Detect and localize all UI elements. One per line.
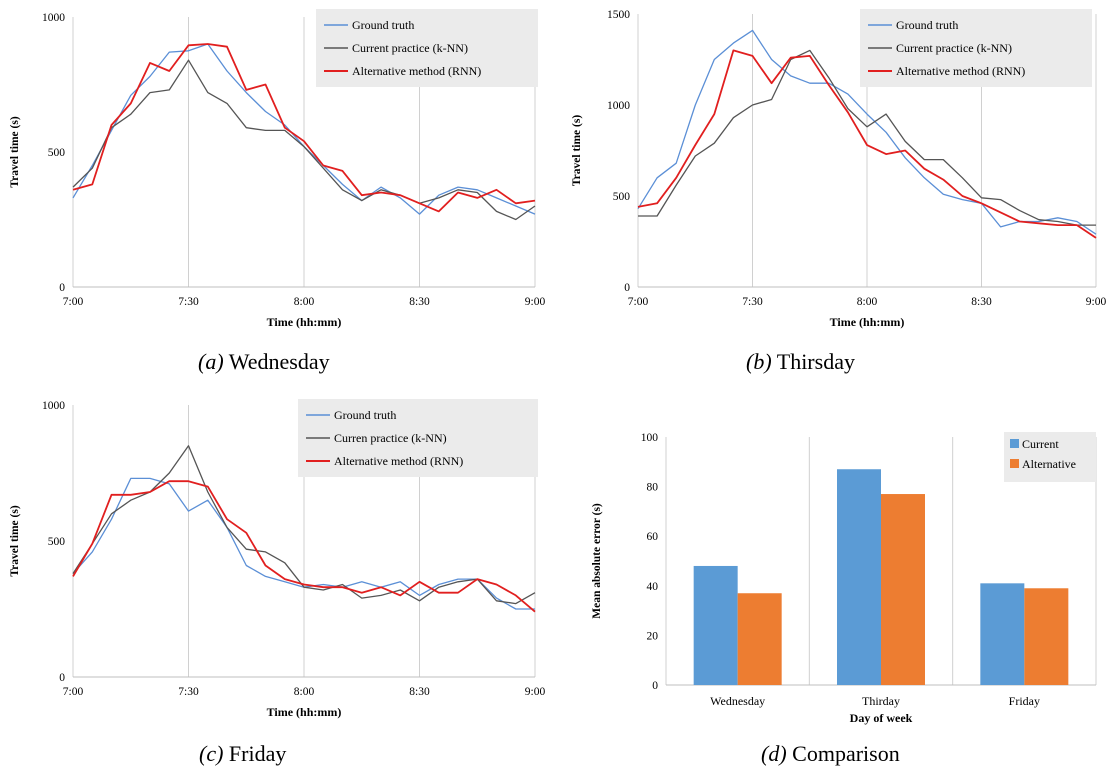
legend-label: Current practice (k-NN) bbox=[352, 41, 468, 55]
chart-friday: 7:00 7:30 8:00 8:30 9:00 0 500 1000 Ground truth… bbox=[0, 390, 560, 735]
y-axis-title: Travel time (s) bbox=[9, 116, 21, 187]
chart-comparison-svg: 0 20 40 60 80 100 Wednesday Thirday Friday Curren… bbox=[591, 432, 1097, 725]
y-tick-label: 500 bbox=[48, 536, 66, 548]
y-axis-title: Travel time (s) bbox=[9, 505, 21, 576]
x-tick-label: 8:00 bbox=[857, 296, 878, 308]
caption-text: Wednesday bbox=[223, 349, 330, 374]
x-tick-label: 7:30 bbox=[178, 686, 199, 698]
legend-box bbox=[1004, 432, 1096, 482]
x-tick-label: 7:30 bbox=[742, 296, 763, 308]
y-axis-title: Mean absolute error (s) bbox=[591, 503, 603, 619]
chart-wednesday: 7:00 7:30 8:00 8:30 9:00 0 500 1000 Ground truth… bbox=[0, 0, 560, 345]
chart-friday-svg: 7:00 7:30 8:00 8:30 9:00 0 500 1000 Ground truth… bbox=[9, 399, 546, 719]
series-line bbox=[72, 480, 536, 613]
caption-label: (d) bbox=[761, 741, 787, 766]
x-axis-title: Time (hh:mm) bbox=[830, 315, 905, 329]
x-tick-label: 7:00 bbox=[628, 296, 649, 308]
x-tick-label: 7:00 bbox=[63, 686, 84, 698]
caption-text: Comparison bbox=[786, 741, 900, 766]
y-tick-label: 500 bbox=[613, 191, 631, 203]
y-tick-label: 1000 bbox=[42, 12, 65, 24]
plot-area: 0 20 40 60 80 100 Wednesday Thirday Friday bbox=[641, 432, 1097, 708]
y-tick-label: 20 bbox=[647, 630, 659, 642]
legend: Ground truth Current practice (k-NN) Alter… bbox=[860, 9, 1092, 87]
y-tick-label: 0 bbox=[59, 282, 65, 294]
legend: Current Alternative bbox=[1004, 432, 1096, 482]
series-line bbox=[72, 43, 536, 213]
legend-label: Current bbox=[1022, 437, 1059, 451]
legend-label: Ground truth bbox=[352, 18, 414, 32]
caption-comparison: (d) Comparison bbox=[761, 741, 900, 767]
y-tick-label: 0 bbox=[59, 672, 65, 684]
series-line bbox=[638, 49, 1096, 226]
x-tick-label: Wednesday bbox=[710, 694, 765, 708]
y-tick-label: 40 bbox=[647, 581, 659, 593]
legend-swatch bbox=[1010, 459, 1019, 468]
x-tick-label: 8:30 bbox=[409, 686, 430, 698]
legend-box bbox=[316, 9, 538, 87]
y-tick-label: 1000 bbox=[607, 100, 630, 112]
y-tick-label: 80 bbox=[647, 482, 659, 494]
series-line bbox=[72, 59, 536, 221]
y-tick-label: 0 bbox=[652, 680, 658, 692]
legend-swatch bbox=[1010, 439, 1019, 448]
y-axis-title: Travel time (s) bbox=[571, 115, 583, 186]
legend-label: Alternative bbox=[1022, 457, 1076, 471]
y-tick-label: 100 bbox=[641, 432, 659, 444]
legend: Ground truth Current practice (k-NN) Alter… bbox=[316, 9, 538, 87]
caption-wednesday: (a) Wednesday bbox=[198, 349, 330, 375]
bar bbox=[837, 469, 881, 685]
bar bbox=[881, 494, 925, 685]
caption-text: Friday bbox=[223, 741, 287, 766]
x-axis-title: Day of week bbox=[850, 711, 913, 725]
x-tick-label: 8:00 bbox=[294, 686, 315, 698]
caption-friday: (c) Friday bbox=[199, 741, 286, 767]
x-tick-label: 8:30 bbox=[971, 296, 992, 308]
caption-label: (b) bbox=[746, 349, 772, 374]
legend-box bbox=[860, 9, 1092, 87]
legend-label: Alternative method (RNN) bbox=[352, 64, 481, 78]
legend: Ground truth Curren practice (k-NN) Altern… bbox=[298, 399, 538, 477]
legend-label: Alternative method (RNN) bbox=[896, 64, 1025, 78]
x-tick-label: 9:00 bbox=[525, 686, 546, 698]
x-tick-label: Thirday bbox=[862, 694, 900, 708]
x-tick-label: Friday bbox=[1009, 694, 1040, 708]
x-axis-title: Time (hh:mm) bbox=[267, 315, 342, 329]
series-line bbox=[637, 49, 1097, 239]
x-tick-label: 7:00 bbox=[63, 296, 84, 308]
legend-label: Alternative method (RNN) bbox=[334, 454, 463, 468]
caption-label: (a) bbox=[198, 349, 224, 374]
x-tick-label: 7:30 bbox=[178, 296, 199, 308]
caption-thirsday: (b) Thirsday bbox=[746, 349, 855, 375]
bar bbox=[980, 583, 1025, 685]
chart-comparison: 0 20 40 60 80 100 Wednesday Thirday Friday Curren… bbox=[560, 400, 1115, 740]
chart-wednesday-svg: 7:00 7:30 8:00 8:30 9:00 0 500 1000 Ground truth… bbox=[9, 9, 546, 329]
bar bbox=[737, 593, 782, 685]
plot-area: 7:00 7:30 8:00 8:30 9:00 0 500 1000 1500 bbox=[607, 9, 1106, 308]
legend-label: Ground truth bbox=[896, 18, 958, 32]
caption-text: Thirsday bbox=[771, 349, 855, 374]
bar bbox=[1024, 588, 1069, 685]
bar bbox=[693, 565, 738, 685]
y-tick-label: 500 bbox=[48, 147, 66, 159]
y-tick-label: 1500 bbox=[607, 9, 630, 21]
legend-label: Curren practice (k-NN) bbox=[334, 431, 447, 445]
x-tick-label: 8:30 bbox=[409, 296, 430, 308]
chart-thirsday: 7:00 7:30 8:00 8:30 9:00 0 500 1000 1500 Ground t… bbox=[560, 0, 1115, 345]
y-tick-label: 60 bbox=[647, 531, 659, 543]
x-tick-label: 9:00 bbox=[525, 296, 546, 308]
legend-label: Ground truth bbox=[334, 408, 396, 422]
x-tick-label: 8:00 bbox=[294, 296, 315, 308]
caption-label: (c) bbox=[199, 741, 224, 766]
y-tick-label: 0 bbox=[624, 282, 630, 294]
legend-box bbox=[298, 399, 538, 477]
x-axis-title: Time (hh:mm) bbox=[267, 705, 342, 719]
chart-thirsday-svg: 7:00 7:30 8:00 8:30 9:00 0 500 1000 1500 Ground t… bbox=[571, 9, 1106, 329]
y-tick-label: 1000 bbox=[42, 400, 65, 412]
legend-label: Current practice (k-NN) bbox=[896, 41, 1012, 55]
x-tick-label: 9:00 bbox=[1086, 296, 1107, 308]
